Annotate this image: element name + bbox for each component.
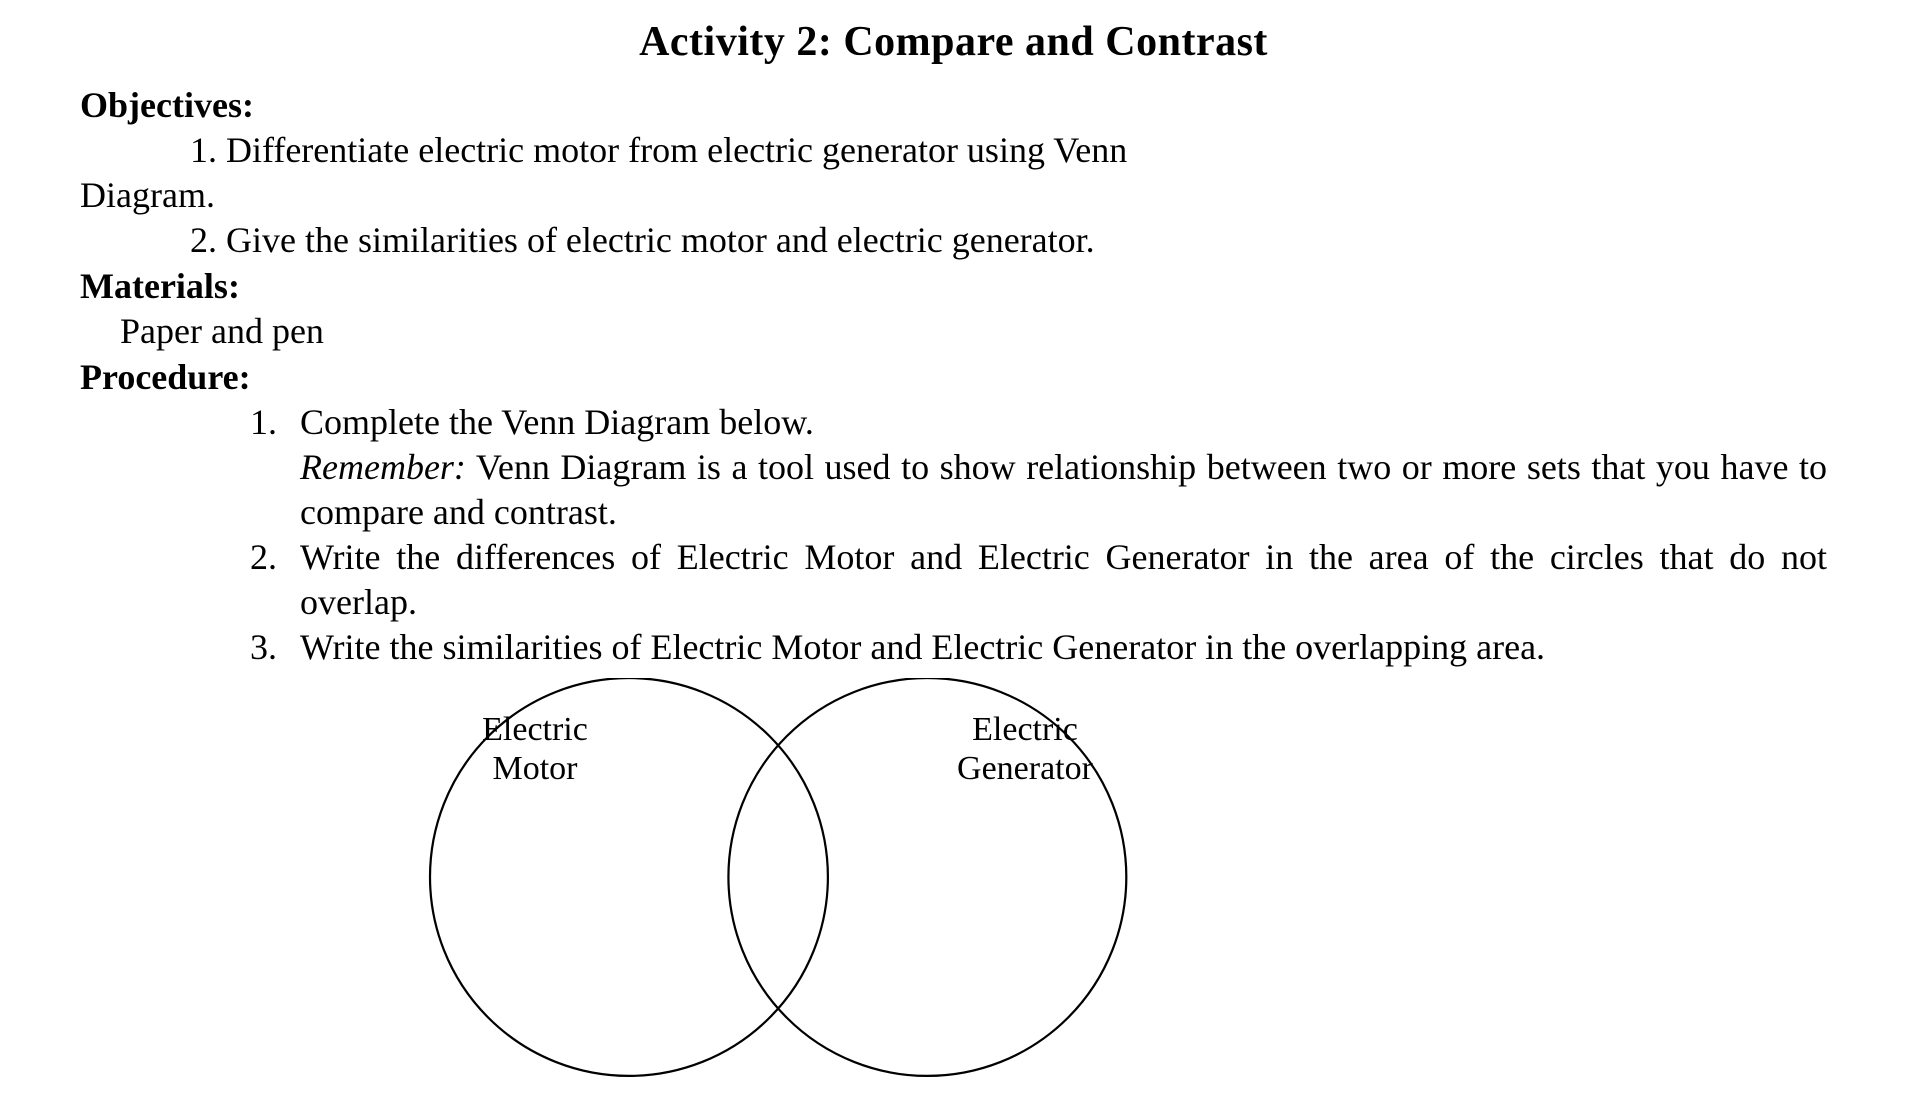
procedure-1-line1: Complete the Venn Diagram below. [300,400,1827,445]
materials-text: Paper and pen [80,309,1827,354]
procedure-2-num: 2. [250,535,300,625]
procedure-2-text: Write the differences of Electric Motor … [300,535,1827,625]
procedure-item-1: 1. Complete the Venn Diagram below. Reme… [250,400,1827,535]
remember-text: Venn Diagram is a tool used to show rela… [300,447,1827,532]
objective-1-text: Differentiate electric motor from electr… [226,130,1127,170]
venn-svg [240,678,1320,1098]
venn-diagram: Electric Motor Electric Generator [80,678,1827,1098]
materials-heading: Materials: [80,265,1827,307]
procedure-list: 1. Complete the Venn Diagram below. Reme… [250,400,1827,670]
objective-2: 2. Give the similarities of electric mot… [80,218,1827,263]
objective-1-num: 1. [190,130,217,170]
venn-left-line2: Motor [493,750,578,787]
venn-left-line1: Electric [482,711,588,748]
objective-2-num: 2. [190,220,217,260]
venn-right-line2: Generator [957,750,1093,787]
venn-label-right: Electric Generator [895,710,1155,788]
procedure-1-body: Complete the Venn Diagram below. Remembe… [300,400,1827,535]
objective-2-text: Give the similarities of electric motor … [226,220,1095,260]
activity-title: Activity 2: Compare and Contrast [80,18,1827,66]
objective-1-cont: Diagram. [80,173,1827,218]
procedure-item-3: 3. Write the similarities of Electric Mo… [250,625,1827,670]
procedure-1-remember: Remember: Venn Diagram is a tool used to… [300,445,1827,535]
objectives-heading: Objectives: [80,84,1827,126]
remember-label: Remember: [300,447,466,487]
venn-label-left: Electric Motor [415,710,655,788]
venn-right-line1: Electric [972,711,1078,748]
procedure-3-text: Write the similarities of Electric Motor… [300,625,1827,670]
procedure-1-num: 1. [250,400,300,535]
procedure-item-2: 2. Write the differences of Electric Mot… [250,535,1827,625]
objective-1-first: 1. Differentiate electric motor from ele… [80,128,1827,173]
procedure-3-num: 3. [250,625,300,670]
procedure-heading: Procedure: [80,356,1827,398]
worksheet-page: Activity 2: Compare and Contrast Objecti… [0,0,1907,1098]
